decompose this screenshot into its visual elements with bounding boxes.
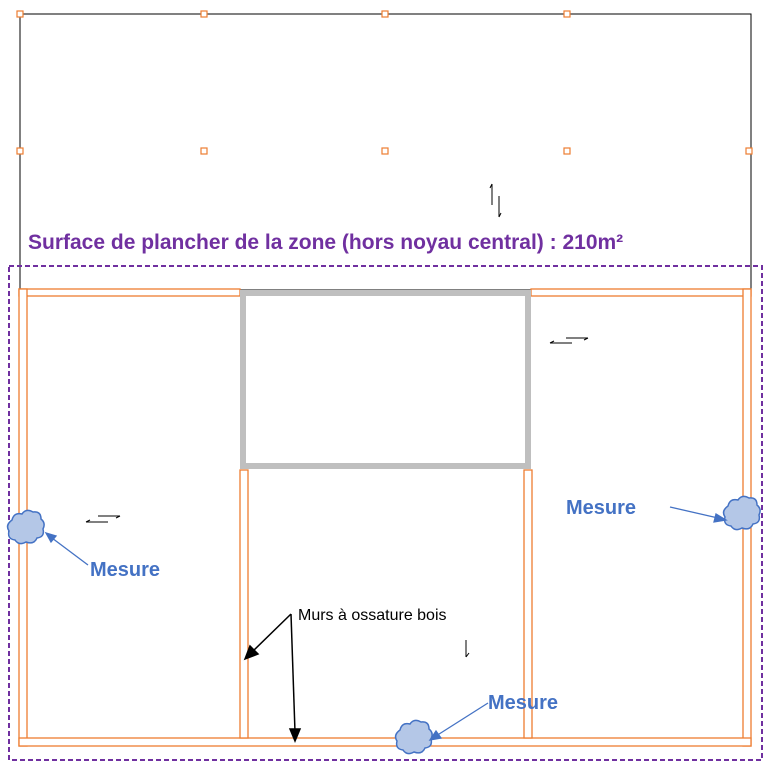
timber-wall-label: Murs à ossature bois [298,607,447,624]
anchor-point [563,147,571,155]
anchor-point [200,147,208,155]
zone-boundary [8,265,763,761]
anchor-point [745,147,753,155]
measure-cloud-left [6,509,45,545]
measure-label-bottom: Mesure [488,692,558,714]
measure-cloud-bottom [394,719,433,755]
central-core [240,290,531,469]
measure-label-right: Mesure [566,497,636,519]
anchor-point [16,10,24,18]
bottom-wall [18,737,752,747]
measure-label-left: Mesure [90,559,160,581]
anchor-point [563,10,571,18]
span-direction-arrow-horizontal [549,337,589,344]
interior-wall-right [523,469,533,739]
anchor-points [16,10,753,155]
top-wall-left [18,288,241,297]
anchor-point [381,147,389,155]
leader-arrowhead [713,512,728,523]
leader-arrowhead [288,728,302,743]
measure-cloud-right [722,495,761,531]
measure-leaders [44,506,728,741]
span-direction-arrow-vertical [465,640,470,658]
timber-frame-walls [18,288,752,747]
timber-wall-leaders [243,613,302,743]
interior-wall-left [239,469,249,739]
leader-arrowhead [428,729,443,741]
leader-arrowhead [243,644,260,661]
leader-arrowhead [44,531,58,544]
anchor-point [200,10,208,18]
anchor-point [381,10,389,18]
zone-title: Surface de plancher de la zone (hors noy… [28,231,623,254]
span-direction-arrow-vertical [489,183,502,218]
span-direction-arrow-horizontal [85,515,121,523]
top-wall-right [530,288,752,297]
anchor-point [16,147,24,155]
